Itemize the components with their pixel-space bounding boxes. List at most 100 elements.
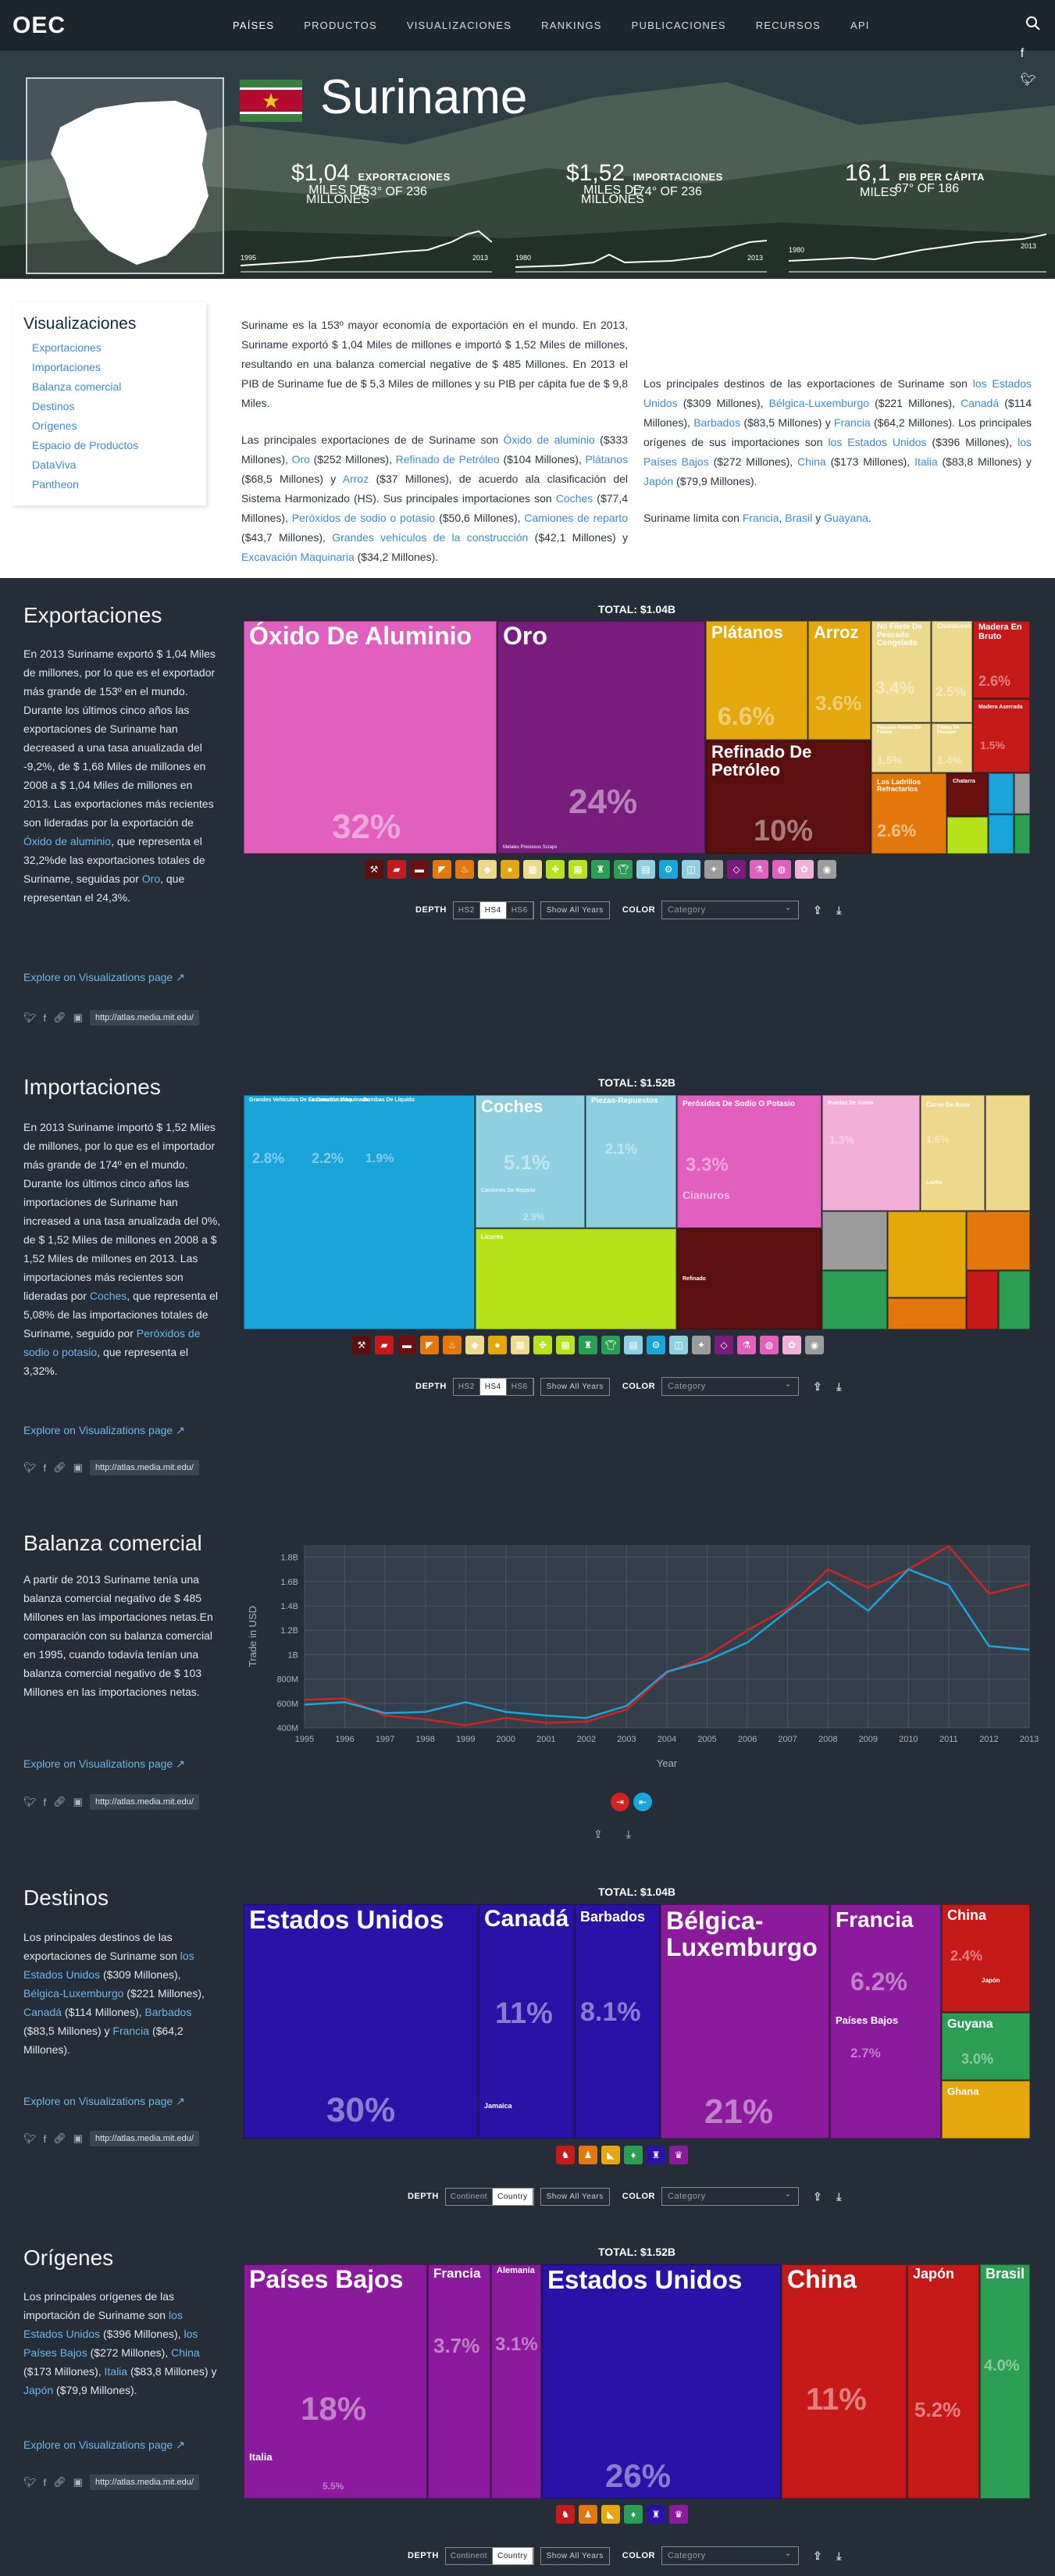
twitter-icon[interactable]: 🐦︎ (23, 1011, 37, 1023)
tile-filetes[interactable]: Filetes De Pescado 1.4% (932, 723, 972, 772)
arts-icon[interactable]: ✿ (795, 860, 814, 879)
link-platanos[interactable]: Plátanos (585, 453, 628, 466)
sidebar-item-destinos[interactable]: Destinos (32, 400, 75, 412)
search-icon[interactable] (1025, 16, 1041, 31)
tile-piezas[interactable]: Piezas-Repuestos 2.1% (586, 1095, 676, 1228)
asia-icon[interactable]: ♞ (556, 2505, 575, 2524)
metals-icon[interactable]: ▬ (397, 1336, 416, 1354)
link-orig-jp[interactable]: Japón (643, 475, 674, 487)
orig-link-us[interactable]: los Estados Unidos (23, 2309, 183, 2340)
link-orig-cn[interactable]: China (797, 455, 826, 468)
tile-oxido-aluminio[interactable]: Óxido De Aluminio 32% (244, 621, 497, 854)
link-border-gy[interactable]: Guayana (824, 512, 868, 524)
exports-desc-link-2[interactable]: Oro (141, 872, 161, 885)
precious-icon[interactable]: ◇ (727, 860, 746, 879)
foodstuff-icon[interactable]: ✤ (533, 1336, 552, 1354)
facebook-icon[interactable]: f (43, 1796, 47, 1808)
share-icon[interactable]: ⇪ (813, 1379, 823, 1393)
asia-icon[interactable]: ♞ (556, 2146, 575, 2164)
tile-wood-imp[interactable] (967, 1271, 998, 1329)
minerals-icon[interactable]: ⚒ (352, 1336, 371, 1354)
tile-footwear-imp[interactable] (999, 1271, 1030, 1329)
tile-alemania[interactable]: Alemania 3.1% (491, 2264, 541, 2499)
food-icon[interactable]: ▦ (511, 1336, 529, 1354)
link-orig-it[interactable]: Italia (914, 455, 938, 468)
hides-icon[interactable]: ▩ (568, 860, 587, 879)
arts-icon[interactable]: ✿ (782, 1336, 801, 1354)
tile-canada[interactable]: Canadá 11% Jamaica (479, 1904, 574, 2139)
link-border-fr[interactable]: Francia (742, 512, 779, 524)
link-grandes-vehiculos[interactable]: Grandes vehículos de la construcción (332, 531, 529, 544)
tile-refinado-imp[interactable]: Refinado (677, 1229, 822, 1329)
fuel-icon[interactable]: ♨ (455, 860, 474, 879)
tile-food-2[interactable] (985, 1095, 1030, 1211)
color-select[interactable]: Category (661, 901, 800, 919)
tile-peroxidos[interactable]: Peróxidos De Sodio O Potasio 3.3% Cianuros (677, 1095, 822, 1228)
hides-icon[interactable]: ▩ (556, 1336, 575, 1354)
animal-icon[interactable]: ◆ (478, 860, 497, 879)
link-excavacion[interactable]: Excavación Maquinaria (241, 551, 355, 563)
tile-japon-orig[interactable]: Japón 5.2% (907, 2264, 979, 2499)
tile-madera-bruto[interactable]: Madera En Bruto 2.6% (973, 621, 1030, 698)
tile-machinery-1[interactable] (989, 773, 1014, 814)
tile-foodstuffs[interactable]: Licores (476, 1229, 676, 1329)
plastics-icon[interactable]: ◍ (760, 1336, 779, 1354)
orig-link-nl[interactable]: los Países Bajos (23, 2328, 198, 2359)
color-select[interactable]: Category (661, 2546, 800, 2565)
image-icon[interactable]: ▣ (73, 2132, 83, 2144)
link-refinado[interactable]: Refinado de Petróleo (395, 453, 500, 466)
menu-api[interactable]: API (850, 20, 870, 31)
vegetable-icon[interactable]: ● (501, 860, 519, 879)
facebook-icon[interactable]: f (43, 1011, 47, 1024)
south-america-icon[interactable]: ♦ (624, 2146, 643, 2164)
sidebar-item-balanza[interactable]: Balanza comercial (32, 380, 122, 393)
africa-icon[interactable]: ♟ (579, 2146, 597, 2164)
dest-link-us[interactable]: los Estados Unidos (23, 1950, 194, 1981)
precious-icon[interactable]: ◇ (715, 1336, 733, 1354)
link-arroz[interactable]: Arroz (342, 473, 369, 485)
link-dest-ba[interactable]: Barbados (693, 416, 741, 429)
share-icon[interactable]: ⇪ (813, 2549, 823, 2562)
tile-oro[interactable]: Oro 24% Metales Preciosos Scraps (497, 621, 705, 854)
tile-ruedas[interactable]: Ruedas De Goma 1.3% (822, 1095, 920, 1211)
tile-pescado-congelado[interactable]: No Filete De Pescado Congelado 3.4% (871, 621, 931, 722)
tile-coches[interactable]: Coches 5.1% Camiones De Reparto 2.9% (476, 1095, 585, 1228)
oceania-icon[interactable]: ◣ (601, 2146, 620, 2164)
chemicals-icon[interactable]: ⚗ (750, 860, 768, 879)
link-icon[interactable]: 🔗︎ (53, 1796, 66, 1807)
tile-chatarra[interactable]: Chatarra (947, 773, 988, 816)
north-america-icon[interactable]: ♜ (647, 2146, 665, 2164)
wood-icon[interactable]: ▰ (375, 1336, 394, 1354)
balance-explore-link[interactable]: Explore on Visualizations page ↗ (23, 1757, 185, 1770)
dest-link-ca[interactable]: Canadá (23, 2006, 62, 2018)
tile-guyana[interactable]: Guyana 3.0% (942, 2013, 1030, 2080)
paper-icon[interactable]: ▤ (636, 860, 655, 879)
menu-visualizaciones[interactable]: VISUALIZACIONES (406, 20, 512, 31)
link-camiones[interactable]: Camiones de reparto (524, 512, 628, 524)
tile-belgica[interactable]: Bélgica-Luxemburgo 21% (661, 1904, 829, 2139)
menu-rankings[interactable]: RANKINGS (541, 20, 602, 31)
imports-explore-link[interactable]: Explore on Visualizations page ↗ (23, 1424, 185, 1436)
sidebar-item-origenes[interactable]: Orígenes (32, 419, 77, 432)
orig-link-cn[interactable]: China (171, 2346, 200, 2359)
tile-china-orig[interactable]: China 11% (782, 2264, 907, 2499)
dest-link-ba[interactable]: Barbados (144, 2006, 192, 2018)
exports-desc-link-1[interactable]: Óxido de aluminio (23, 835, 112, 847)
instruments-icon[interactable]: ◫ (669, 1336, 688, 1354)
show-all-years-button[interactable]: Show All Years (540, 2187, 610, 2206)
sidebar-item-importaciones[interactable]: Importaciones (32, 361, 101, 373)
facebook-icon[interactable]: f (43, 2476, 47, 2489)
sidebar-item-dataviva[interactable]: DataViva (32, 458, 77, 471)
link-dest-fr[interactable]: Francia (834, 416, 871, 429)
depth-country[interactable]: Country (493, 2547, 533, 2564)
depth-continent[interactable]: Continent (446, 2188, 494, 2205)
minerals-icon[interactable]: ⚒ (365, 860, 383, 879)
foodstuff-icon[interactable]: ✤ (546, 860, 565, 879)
exports-legend-icon[interactable]: ⇥ (611, 1793, 629, 1811)
tile-misc-1[interactable] (1014, 773, 1030, 814)
sidebar-item-pantheon[interactable]: Pantheon (32, 478, 79, 491)
imports-desc-link-2[interactable]: Peróxidos de sodio o potasio (23, 1327, 201, 1358)
tile-refinado[interactable]: Refinado De Petróleo 10% (706, 740, 871, 854)
sidebar-item-espacio[interactable]: Espacio de Productos (32, 439, 139, 451)
show-all-years-button[interactable]: Show All Years (540, 2546, 610, 2565)
